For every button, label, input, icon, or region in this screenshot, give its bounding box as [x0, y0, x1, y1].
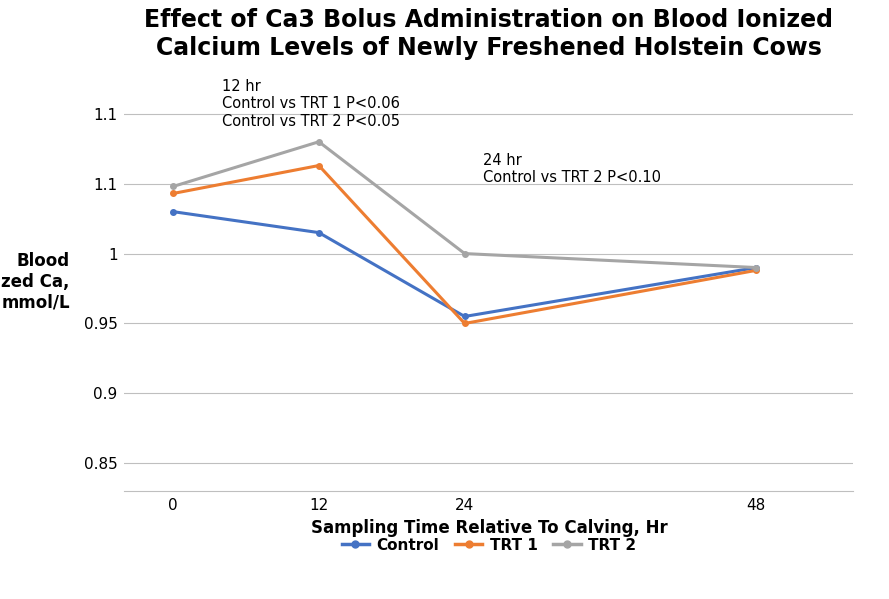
Line: TRT 1: TRT 1	[171, 163, 759, 326]
TRT 2	[314, 138, 324, 146]
Title: Effect of Ca3 Bolus Administration on Blood Ionized
Calcium Levels of Newly Fres: Effect of Ca3 Bolus Administration on Bl…	[144, 8, 834, 60]
Y-axis label: Blood
Ionized Ca,
mmol/L: Blood Ionized Ca, mmol/L	[0, 252, 69, 311]
X-axis label: Sampling Time Relative To Calving, Hr: Sampling Time Relative To Calving, Hr	[310, 519, 668, 537]
Legend: Control, TRT 1, TRT 2: Control, TRT 1, TRT 2	[335, 532, 643, 559]
TRT 2	[460, 250, 470, 257]
Control	[751, 264, 762, 271]
Text: 24 hr
Control vs TRT 2 P<0.10: 24 hr Control vs TRT 2 P<0.10	[483, 153, 661, 185]
Control	[314, 229, 324, 236]
TRT 1	[460, 320, 470, 327]
TRT 1	[168, 190, 179, 197]
TRT 2	[751, 264, 762, 271]
Text: 12 hr
Control vs TRT 1 P<0.06
Control vs TRT 2 P<0.05: 12 hr Control vs TRT 1 P<0.06 Control vs…	[221, 79, 400, 129]
Control	[460, 313, 470, 320]
Line: TRT 2: TRT 2	[171, 139, 759, 270]
Line: Control: Control	[171, 209, 759, 319]
TRT 1	[751, 267, 762, 274]
TRT 2	[168, 183, 179, 190]
Control	[168, 208, 179, 215]
TRT 1	[314, 162, 324, 169]
